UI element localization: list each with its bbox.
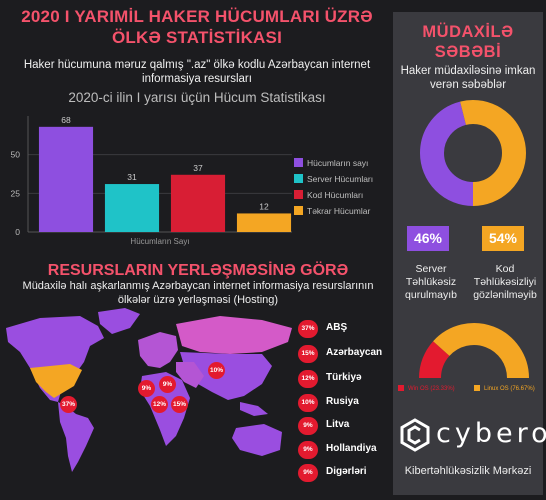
cybero-logo-icon (400, 418, 430, 452)
bar (38, 126, 94, 232)
y-tick-label: 50 (11, 150, 21, 160)
legend-label: Win OS (23.33%) (408, 386, 455, 392)
reason-code: Kod Təhlükəsizliyi gözlənilməyib (473, 263, 537, 301)
section-title: RESURSLARIN YERLƏŞMƏSİNƏ GÖRƏ (47, 262, 349, 279)
pct-code-badge: 54% (482, 226, 524, 251)
country-name: Digərləri (326, 466, 367, 477)
country-name: ABŞ (326, 322, 348, 333)
donut-chart (420, 100, 526, 206)
page-subtitle: Haker hücumuna məruz qalmış ".az" ölkə k… (23, 59, 371, 85)
legend-win-os: Win OS (23.33%) (398, 385, 455, 392)
bar-value-label: 31 (127, 172, 137, 182)
bar-value-label: 37 (193, 163, 203, 173)
chart-legend: Hücumların sayı Server Hücumları Kod Hüc… (294, 158, 394, 216)
map-europe (138, 332, 178, 368)
panel-subtitle: Haker müdaxiləsinə imkan verən səbəblər (400, 65, 536, 91)
bar (104, 184, 160, 232)
map-badge-lithuania: 9% (159, 376, 176, 393)
legend-label: Təkrar Hücumlar (307, 206, 371, 216)
legend-linux-os: Linux OS (76.67%) (474, 385, 535, 392)
map-north-america (6, 316, 104, 402)
org-name: Kibertəhlükəsizlik Mərkəzi (404, 465, 532, 477)
section-subtitle: Müdaxilə halı aşkarlanmış Azərbaycan int… (22, 280, 374, 306)
legend-label: Kod Hücumları (307, 190, 364, 200)
half-donut-slice (419, 341, 450, 379)
pct-server-badge: 46% (407, 226, 449, 251)
bar (170, 174, 226, 232)
legend-item: Hücumların sayı (294, 158, 394, 168)
legend-swatch (294, 174, 303, 183)
map-usa (30, 364, 82, 398)
legend-item: Təkrar Hücumlar (294, 206, 394, 216)
map-asia (180, 352, 272, 400)
country-name: Rusiya (326, 396, 359, 407)
panel-title: MÜDAXİLƏ SƏBƏBİ (422, 23, 514, 61)
os-half-donut-chart (419, 323, 529, 379)
country-pct: 15% (298, 345, 318, 363)
country-pct: 37% (298, 320, 318, 338)
legend-swatch (294, 190, 303, 199)
bar-value-label: 68 (61, 115, 71, 125)
legend-label: Linux OS (76.67%) (484, 386, 535, 392)
legend-swatch (474, 385, 480, 391)
map-badge-netherlands: 9% (138, 380, 155, 397)
country-name: Azərbaycan (326, 347, 383, 358)
map-australia (232, 424, 282, 456)
map-south-america (58, 402, 94, 472)
legend-swatch (398, 385, 404, 391)
country-pct: 9% (298, 417, 318, 435)
country-pct: 12% (298, 370, 318, 388)
legend-label: Hücumların sayı (307, 158, 369, 168)
y-tick-label: 0 (15, 227, 20, 237)
legend-item: Server Hücumları (294, 174, 394, 184)
map-badge-turkey: 12% (151, 396, 168, 413)
brand-name: cybero (436, 418, 546, 449)
map-badge-azerbaijan: 15% (171, 396, 188, 413)
bar-chart: 0 25 50 68 31 37 12 Hücumların Sayı (11, 115, 292, 246)
donut-slice (420, 100, 526, 206)
legend-swatch (294, 158, 303, 167)
map-se-asia (240, 402, 268, 416)
country-name: Hollandiya (326, 443, 377, 454)
country-pct: 10% (298, 394, 318, 412)
x-axis-label: Hücumların Sayı (130, 237, 189, 246)
y-tick-label: 25 (11, 188, 21, 198)
map-middle-east (176, 362, 204, 388)
map-badge-russia: 10% (208, 362, 225, 379)
map-greenland (98, 308, 140, 334)
country-pct: 9% (298, 441, 318, 459)
bar-value-label: 12 (259, 201, 269, 211)
legend-label: Server Hücumları (307, 174, 374, 184)
map-badge-usa: 37% (60, 396, 77, 413)
side-panel (393, 12, 543, 495)
legend-swatch (294, 206, 303, 215)
country-name: Türkiyə (326, 372, 362, 383)
bar (236, 213, 292, 232)
reason-server: Server Təhlükəsiz qurulmayıb (405, 263, 457, 301)
page-title: 2020 I YARIMİL HAKER HÜCUMLARI ÜZRƏ ÖLKƏ… (21, 7, 373, 47)
country-pct: 9% (298, 464, 318, 482)
legend-item: Kod Hücumları (294, 190, 394, 200)
chart-title: 2020-ci ilin I yarısı üçün Hücum Statist… (68, 90, 326, 105)
map-russia (176, 316, 292, 354)
country-name: Litva (326, 419, 350, 430)
half-donut-slice (433, 323, 529, 379)
